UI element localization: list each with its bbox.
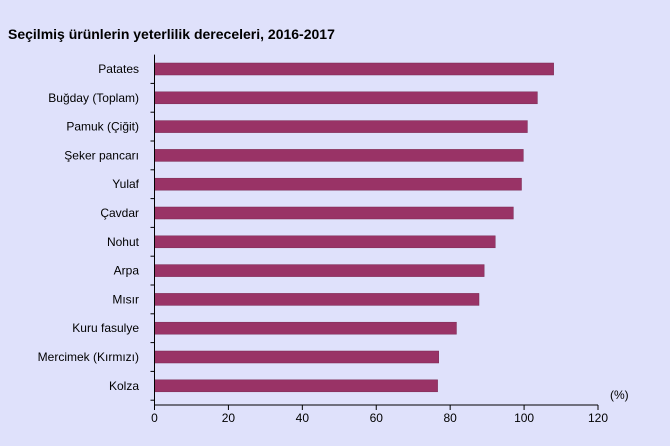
bar	[154, 379, 438, 393]
category-label: Çavdar	[100, 206, 139, 220]
bar	[154, 149, 524, 162]
x-tick-label: 120	[588, 411, 608, 425]
bar	[154, 293, 480, 306]
bar	[154, 264, 485, 277]
category-label: Nohut	[107, 235, 140, 249]
bar	[154, 235, 496, 249]
bar	[154, 120, 528, 133]
x-tick-label: 100	[514, 411, 534, 425]
category-label: Arpa	[114, 264, 140, 278]
x-tick-label: 40	[296, 411, 310, 425]
category-label: Pamuk (Çiğit)	[66, 120, 139, 134]
x-tick-label: 60	[370, 411, 384, 425]
category-label: Yulaf	[112, 177, 139, 191]
category-label: Şeker pancarı	[64, 148, 139, 162]
category-label: Kuru fasulye	[72, 321, 139, 335]
category-label: Mısır	[112, 292, 139, 306]
category-label: Mercimek (Kırmızı)	[38, 350, 139, 364]
bar	[154, 177, 522, 191]
bar	[154, 321, 457, 335]
x-tick-label: 80	[443, 411, 457, 425]
bar	[154, 206, 514, 220]
unit-label: (%)	[610, 388, 629, 402]
category-label: Buğday (Toplam)	[48, 91, 139, 105]
category-label: Kolza	[109, 379, 139, 393]
x-tick-label: 0	[151, 411, 158, 425]
bar	[154, 350, 439, 364]
bar	[154, 62, 554, 76]
category-label: Patates	[98, 62, 139, 76]
bar	[154, 91, 538, 105]
x-tick-label: 20	[222, 411, 236, 425]
chart-title: Seçilmiş ürünlerin yeterlilik dereceleri…	[8, 26, 335, 42]
